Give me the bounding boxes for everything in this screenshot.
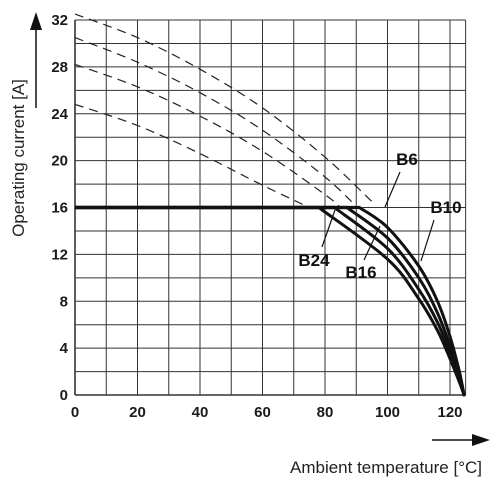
x-axis-label: Ambient temperature [°C] — [290, 458, 482, 477]
dashed-curve-4 — [74, 103, 310, 209]
y-tick-label: 12 — [51, 246, 68, 263]
y-tick-label: 0 — [60, 387, 68, 404]
curve-label-b16: B16 — [345, 263, 376, 282]
x-tick-label: 100 — [375, 404, 400, 421]
y-tick-label: 20 — [51, 153, 68, 170]
x-tick-label: 20 — [129, 404, 146, 421]
tick-labels: 0 20 40 60 80 100 120 0 4 8 12 16 20 24 28 32 — [51, 12, 462, 421]
y-tick-label: 28 — [51, 59, 68, 76]
x-tick-label: 60 — [254, 404, 271, 421]
x-tick-label: 120 — [437, 404, 462, 421]
leader-b10 — [420, 219, 435, 262]
y-tick-label: 8 — [60, 293, 68, 310]
leader-b24 — [321, 209, 336, 248]
y-tick-label: 32 — [51, 12, 68, 29]
y-axis-label: Operating current [A] — [9, 79, 28, 237]
grid — [74, 19, 467, 396]
curve-label-b6: B6 — [396, 150, 418, 169]
y-tick-label: 24 — [51, 106, 68, 123]
series-b24-curve — [317, 206, 466, 397]
x-tick-label: 80 — [317, 404, 334, 421]
leader-b16 — [363, 225, 381, 261]
y-tick-label: 16 — [51, 200, 68, 217]
x-axis-arrow — [432, 434, 490, 446]
leader-b6 — [384, 171, 401, 208]
curve-label-b24: B24 — [298, 251, 330, 270]
curve-labels: B6 B10 B16 B24 — [298, 150, 461, 282]
curve-label-b10: B10 — [430, 198, 461, 217]
dashed-curve-2 — [74, 37, 357, 207]
x-tick-label: 40 — [192, 404, 209, 421]
dashed-curve-3 — [74, 63, 341, 208]
dashed-curves — [74, 13, 373, 209]
dashed-curve-1 — [74, 13, 373, 203]
y-tick-label: 4 — [60, 340, 69, 357]
y-axis-arrow — [30, 12, 42, 108]
x-tick-label: 0 — [71, 404, 79, 421]
series-curves — [75, 205, 466, 397]
